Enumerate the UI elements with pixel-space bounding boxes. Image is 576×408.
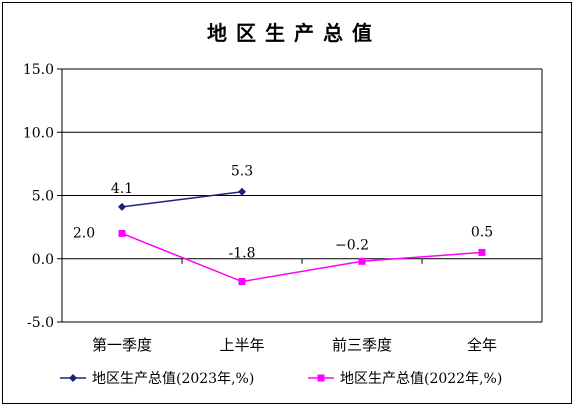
series-line [121,232,483,283]
legend-marker [317,374,325,382]
series-layer [118,187,486,286]
data-point [118,229,126,237]
x-category-label: 前三季度 [332,336,392,354]
data-label: 0.5 [471,224,493,240]
chart-title: 地区生产总值 [207,21,381,45]
data-label: −0.2 [335,237,369,253]
data-label: 5.3 [231,164,253,180]
y-axis-ticks: 15.0 10.0 5.0 0.0 -5.0 [23,62,54,331]
y-tick-label: 0.0 [32,252,54,268]
axes [57,68,543,323]
gridlines [62,68,542,323]
x-category-label: 第一季度 [92,336,152,354]
x-axis-categories: 第一季度 上半年 前三季度 全年 [92,336,497,354]
data-point [478,248,486,256]
y-tick-label: 10.0 [23,125,54,141]
data-label: 2.0 [73,225,95,241]
legend-label: 地区生产总值(2022年,%) [340,371,502,387]
legend: 地区生产总值(2023年,%) 地区生产总值(2022年,%) [60,371,502,387]
data-labels: 4.1 5.3 2.0 -1.8 −0.2 0.5 [73,164,493,262]
x-category-label: 全年 [467,336,497,354]
y-tick-label: -5.0 [27,315,54,331]
legend-marker [69,374,77,382]
x-category-label: 上半年 [219,336,264,354]
data-point [238,187,246,196]
data-label: -1.8 [229,246,256,262]
legend-label: 地区生产总值(2023年,%) [92,371,254,387]
data-point [118,202,126,211]
data-label: 4.1 [111,181,133,197]
series-line [121,190,243,208]
y-tick-label: 15.0 [23,62,54,78]
data-point [358,257,366,265]
data-point [238,278,246,286]
y-tick-label: 5.0 [32,189,54,205]
